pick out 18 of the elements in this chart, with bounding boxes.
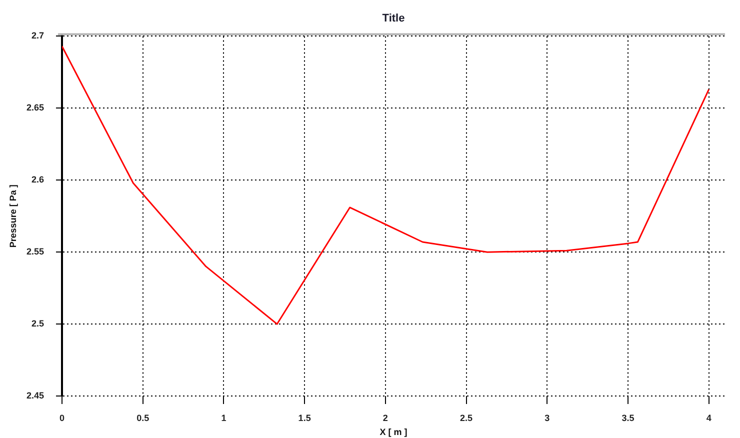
y-axis-title: Pressure [ Pa ] [8, 184, 18, 248]
x-tick-label: 1.5 [298, 412, 311, 423]
x-tick-label: 1 [221, 412, 226, 423]
y-tick-label: 2.45 [26, 390, 44, 400]
x-tick-label: 0 [59, 412, 65, 423]
y-tick-label: 2.55 [26, 246, 44, 257]
chart-title: Title [382, 12, 405, 25]
y-tick-label: 2.6 [31, 174, 44, 185]
x-tick-label: 2.5 [460, 412, 473, 423]
y-tick-label: 2.7 [31, 30, 44, 41]
x-axis-title: X [ m ] [380, 427, 408, 438]
x-tick-label: 4 [706, 412, 712, 423]
x-tick-label: 2 [382, 412, 388, 423]
y-tick-label: 2.65 [26, 102, 44, 113]
x-tick-label: 3 [544, 412, 550, 423]
x-tick-label: 0.5 [136, 412, 150, 423]
x-tick-label: 3.5 [622, 412, 634, 423]
y-tick-label: 2.5 [31, 318, 44, 329]
